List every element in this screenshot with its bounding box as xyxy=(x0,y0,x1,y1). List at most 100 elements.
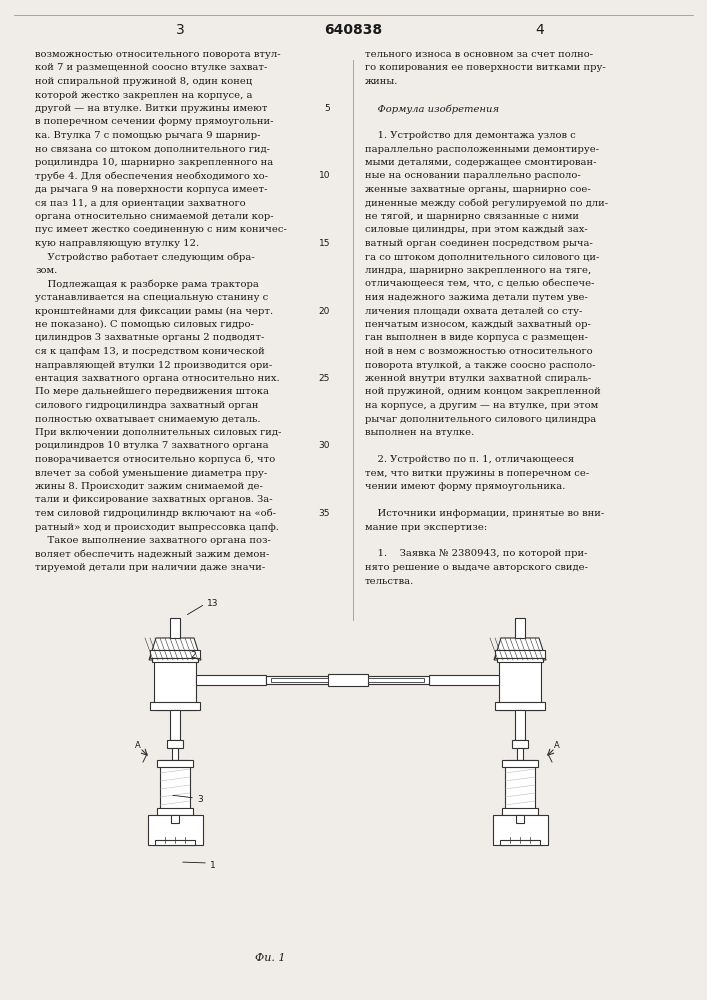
Text: роцилиндра 10, шарнирно закрепленного на: роцилиндра 10, шарнирно закрепленного на xyxy=(35,158,273,167)
Text: личения площади охвата деталей со сту-: личения площади охвата деталей со сту- xyxy=(365,306,583,316)
Bar xyxy=(515,618,525,638)
Text: ентация захватного органа относительно них.: ентация захватного органа относительно н… xyxy=(35,374,280,383)
Text: По мере дальнейшего передвижения штока: По мере дальнейшего передвижения штока xyxy=(35,387,269,396)
Text: 13: 13 xyxy=(207,599,218,608)
Text: 2. Устройство по п. 1, отличающееся: 2. Устройство по п. 1, отличающееся xyxy=(365,455,574,464)
Text: 10: 10 xyxy=(318,172,330,180)
Text: Фи⁡. 1: Фи⁡. 1 xyxy=(255,953,285,963)
Text: силовые цилиндры, при этом каждый зах-: силовые цилиндры, при этом каждый зах- xyxy=(365,226,588,234)
Bar xyxy=(150,702,200,710)
Text: кой 7 и размещенной соосно втулке захват-: кой 7 и размещенной соосно втулке захват… xyxy=(35,64,267,73)
Text: диненные между собой регулируемой по дли-: диненные между собой регулируемой по дли… xyxy=(365,198,608,208)
Bar xyxy=(196,675,266,685)
Text: рычаг дополнительного силового цилиндра: рычаг дополнительного силового цилиндра xyxy=(365,414,596,424)
Text: 1. Устройство для демонтажа узлов с: 1. Устройство для демонтажа узлов с xyxy=(365,131,575,140)
Text: полностью охватывает снимаемую деталь.: полностью охватывает снимаемую деталь. xyxy=(35,414,260,424)
Text: ся паз 11, а для ориентации захватного: ся паз 11, а для ориентации захватного xyxy=(35,198,245,208)
Text: 1: 1 xyxy=(210,860,216,869)
Text: которой жестко закреплен на корпусе, а: которой жестко закреплен на корпусе, а xyxy=(35,91,252,100)
Bar xyxy=(517,748,523,760)
Text: ратный» ход и происходит выпрессовка цапф.: ратный» ход и происходит выпрессовка цап… xyxy=(35,522,279,532)
Text: в поперечном сечении форму прямоугольни-: в поперечном сечении форму прямоугольни- xyxy=(35,117,274,126)
Bar xyxy=(515,710,525,740)
Text: органа относительно снимаемой детали кор-: органа относительно снимаемой детали кор… xyxy=(35,212,274,221)
Bar xyxy=(170,710,180,740)
Text: тем силовой гидроцилиндр включают на «об-: тем силовой гидроцилиндр включают на «об… xyxy=(35,509,276,518)
Bar xyxy=(171,815,179,823)
Text: га со штоком дополнительного силового ци-: га со штоком дополнительного силового ци… xyxy=(365,252,600,261)
Text: 2: 2 xyxy=(190,650,196,660)
Text: влечет за собой уменьшение диаметра пру-: влечет за собой уменьшение диаметра пру- xyxy=(35,468,267,478)
Text: 3: 3 xyxy=(197,796,203,804)
Bar xyxy=(495,650,545,658)
Text: но связана со штоком дополнительного гид-: но связана со штоком дополнительного гид… xyxy=(35,144,270,153)
Text: воляет обеспечить надежный зажим демон-: воляет обеспечить надежный зажим демон- xyxy=(35,550,269,558)
Bar xyxy=(148,815,203,845)
Text: нято решение о выдаче авторского свиде-: нято решение о выдаче авторского свиде- xyxy=(365,563,588,572)
Bar xyxy=(327,674,368,686)
Bar xyxy=(512,740,528,748)
Bar xyxy=(502,760,538,767)
Text: роцилиндров 10 втулка 7 захватного органа: роцилиндров 10 втулка 7 захватного орган… xyxy=(35,442,269,450)
Text: другой — на втулке. Витки пружины имеют: другой — на втулке. Витки пружины имеют xyxy=(35,104,267,113)
Text: не показано). С помощью силовых гидро-: не показано). С помощью силовых гидро- xyxy=(35,320,254,329)
Bar xyxy=(152,658,198,662)
Text: на корпусе, а другим — на втулке, при этом: на корпусе, а другим — на втулке, при эт… xyxy=(365,401,598,410)
Text: жины.: жины. xyxy=(365,77,398,86)
Text: 20: 20 xyxy=(319,306,330,316)
Bar xyxy=(154,650,196,710)
Bar xyxy=(170,618,180,638)
Text: женные захватные органы, шарнирно сое-: женные захватные органы, шарнирно сое- xyxy=(365,185,591,194)
Bar xyxy=(516,815,524,823)
Text: поворота втулкой, а также соосно располо-: поворота втулкой, а также соосно располо… xyxy=(365,360,595,369)
Text: трубе 4. Для обеспечения необходимого хо-: трубе 4. Для обеспечения необходимого хо… xyxy=(35,172,268,181)
Text: чении имеют форму прямоугольника.: чении имеют форму прямоугольника. xyxy=(365,482,566,491)
Bar xyxy=(502,808,538,815)
Text: цилиндров 3 захватные органы 2 подводят-: цилиндров 3 захватные органы 2 подводят- xyxy=(35,334,264,342)
Text: выполнен на втулке.: выполнен на втулке. xyxy=(365,428,474,437)
Text: направляющей втулки 12 производится ори-: направляющей втулки 12 производится ори- xyxy=(35,360,272,369)
Text: 25: 25 xyxy=(319,374,330,383)
Text: Такое выполнение захватного органа поз-: Такое выполнение захватного органа поз- xyxy=(35,536,271,545)
Text: 15: 15 xyxy=(318,239,330,248)
Text: жины 8. Происходит зажим снимаемой де-: жины 8. Происходит зажим снимаемой де- xyxy=(35,482,263,491)
Text: тем, что витки пружины в поперечном се-: тем, что витки пружины в поперечном се- xyxy=(365,468,589,478)
Text: зом.: зом. xyxy=(35,266,57,275)
Text: ной спиральной пружиной 8, один конец: ной спиральной пружиной 8, один конец xyxy=(35,77,252,86)
Text: При включении дополнительных силовых гид-: При включении дополнительных силовых гид… xyxy=(35,428,281,437)
Text: поворачивается относительно корпуса 6, что: поворачивается относительно корпуса 6, ч… xyxy=(35,455,275,464)
Text: 4: 4 xyxy=(536,23,544,37)
Text: возможностью относительного поворота втул-: возможностью относительного поворота вту… xyxy=(35,50,281,59)
Bar xyxy=(505,760,535,815)
Text: женной внутри втулки захватной спираль-: женной внутри втулки захватной спираль- xyxy=(365,374,591,383)
Text: 3: 3 xyxy=(175,23,185,37)
Bar xyxy=(150,650,200,658)
Text: A: A xyxy=(135,742,141,750)
Text: ватный орган соединен посредством рыча-: ватный орган соединен посредством рыча- xyxy=(365,239,593,248)
Bar xyxy=(160,760,190,815)
Text: тельного износа в основном за счет полно-: тельного износа в основном за счет полно… xyxy=(365,50,593,59)
Text: 30: 30 xyxy=(318,442,330,450)
Text: отличающееся тем, что, с целью обеспече-: отличающееся тем, что, с целью обеспече- xyxy=(365,279,595,288)
Text: ган выполнен в виде корпуса с размещен-: ган выполнен в виде корпуса с размещен- xyxy=(365,334,588,342)
Text: 5: 5 xyxy=(325,104,330,113)
Polygon shape xyxy=(494,638,546,660)
Bar xyxy=(500,840,540,845)
Bar xyxy=(167,740,183,748)
Bar xyxy=(172,748,178,760)
Text: тельства.: тельства. xyxy=(365,576,414,585)
Text: не тягой, и шарнирно связанные с ними: не тягой, и шарнирно связанные с ними xyxy=(365,212,579,221)
Bar xyxy=(429,675,499,685)
Text: кую направляющую втулку 12.: кую направляющую втулку 12. xyxy=(35,239,199,248)
Bar xyxy=(157,808,193,815)
Text: ния надежного зажима детали путем уве-: ния надежного зажима детали путем уве- xyxy=(365,293,588,302)
Bar xyxy=(497,658,543,662)
Bar xyxy=(493,815,548,845)
Bar xyxy=(499,650,541,710)
Bar xyxy=(271,678,327,682)
Bar xyxy=(155,840,195,845)
Text: силового гидроцилиндра захватный орган: силового гидроцилиндра захватный орган xyxy=(35,401,259,410)
Text: мыми деталями, содержащее смонтирован-: мыми деталями, содержащее смонтирован- xyxy=(365,158,597,167)
Text: Источники информации, принятые во вни-: Источники информации, принятые во вни- xyxy=(365,509,604,518)
Text: 1.    Заявка № 2380943, по которой при-: 1. Заявка № 2380943, по которой при- xyxy=(365,550,588,558)
